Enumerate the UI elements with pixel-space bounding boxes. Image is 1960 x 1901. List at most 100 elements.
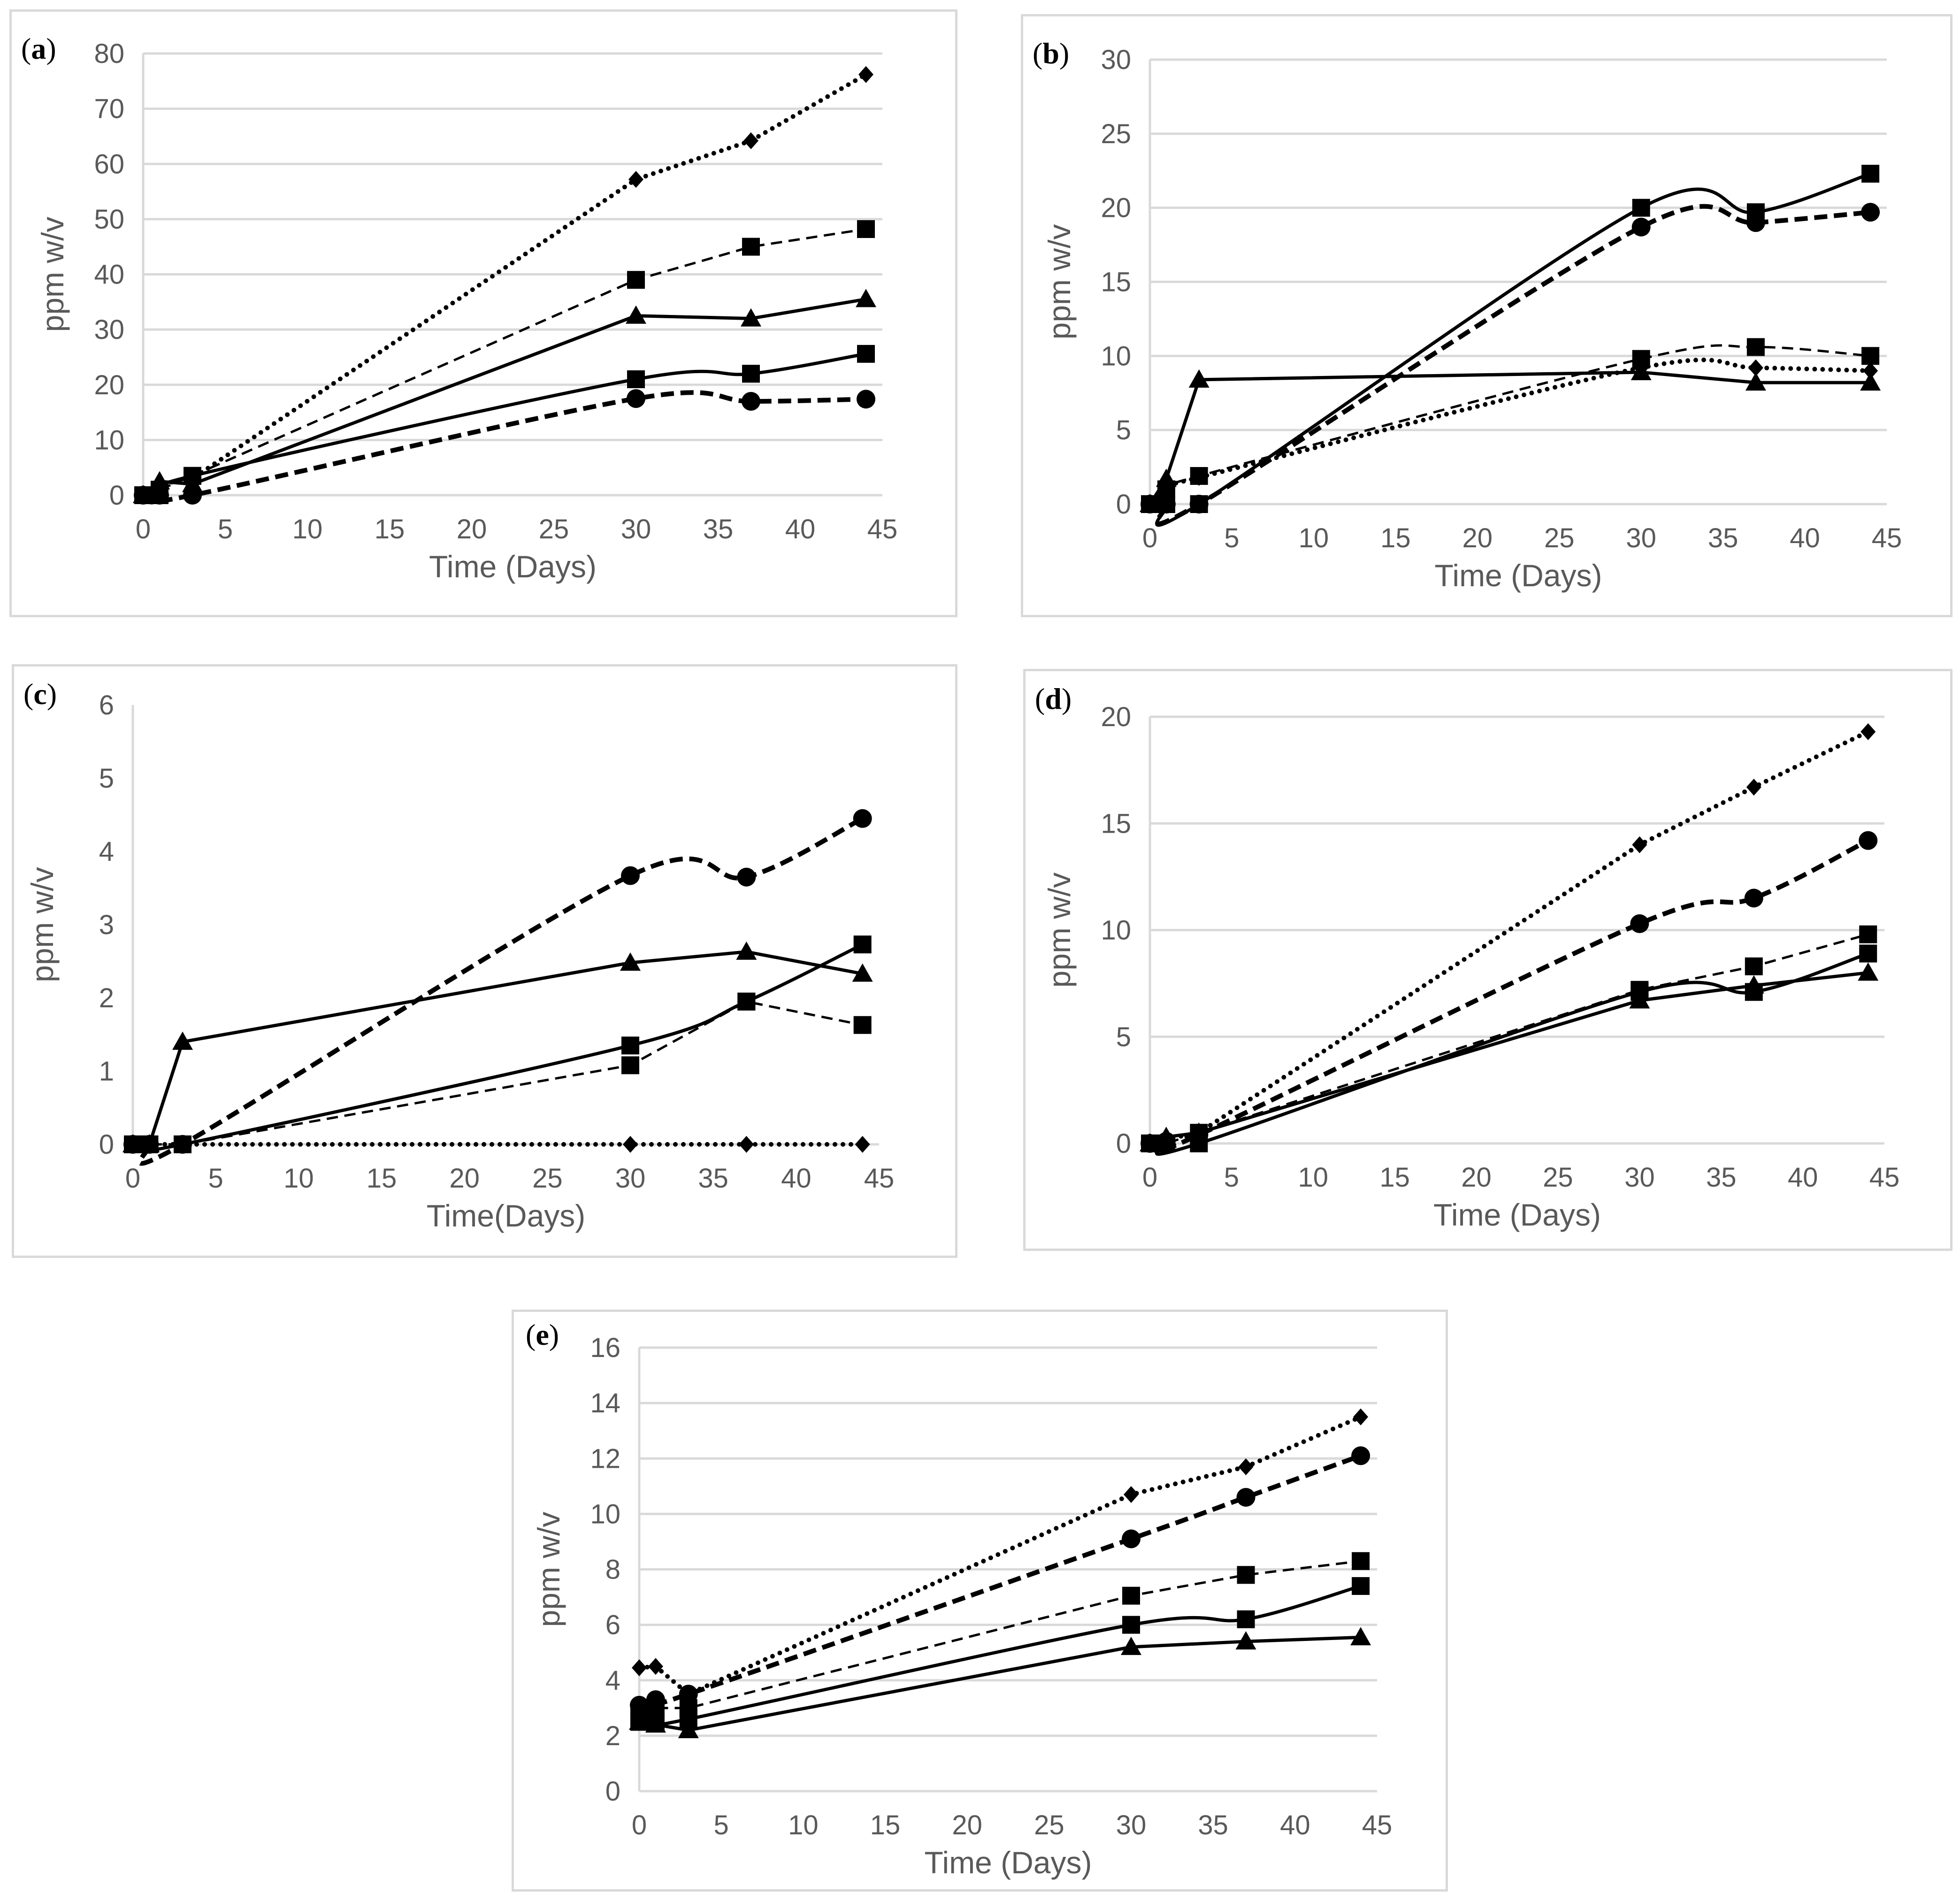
x-tick-label: 20: [952, 1810, 982, 1840]
data-point-triangle: [1188, 1122, 1210, 1141]
series-dotted-diamond: [1142, 723, 1876, 1152]
y-tick-label: 25: [1101, 119, 1131, 149]
data-point-triangle: [1156, 1127, 1177, 1145]
y-tick-label: 6: [99, 690, 114, 721]
data-point-square: [1861, 165, 1880, 183]
data-point-triangle: [172, 1031, 193, 1050]
gridlines: [143, 52, 882, 441]
y-tick-label: 30: [1101, 45, 1131, 75]
data-point-square: [1745, 957, 1763, 975]
y-tick-label: 15: [1101, 267, 1131, 298]
data-point-triangle: [1629, 990, 1650, 1009]
data-point-diamond: [1748, 359, 1763, 376]
series-line-solid-triangle: [133, 950, 863, 1146]
x-tick-label: 30: [621, 514, 651, 544]
x-tick-label: 10: [1299, 523, 1329, 553]
data-point-diamond: [1632, 836, 1647, 853]
series-line-dashed-circle: [1150, 204, 1871, 526]
y-tick-label: 0: [1116, 1128, 1131, 1159]
series-solid-triangle: [122, 941, 873, 1152]
series-dashed-square: [630, 1552, 1370, 1720]
x-tick-label: 45: [1869, 1162, 1900, 1193]
x-tick-label: 20: [1461, 1162, 1492, 1193]
x-tick-label: 5: [1224, 523, 1239, 553]
x-tick-label: 30: [615, 1163, 646, 1194]
data-point-diamond: [743, 132, 758, 149]
series-line-dashed-circle: [132, 816, 864, 1166]
x-tick-label: 40: [1790, 523, 1820, 553]
series-solid-triangle: [133, 289, 876, 503]
y-tick-label: 12: [590, 1443, 620, 1474]
x-axis-title: Time (Days): [1433, 1197, 1601, 1232]
y-tick-label: 70: [94, 94, 124, 124]
y-axis-title: ppm w/v: [531, 1512, 566, 1627]
y-tick-label: 40: [94, 260, 124, 290]
x-tick-label: 40: [1788, 1162, 1818, 1193]
y-tick-label: 0: [99, 1129, 114, 1160]
data-point-square: [1861, 347, 1880, 365]
x-tick-label: 35: [703, 514, 734, 544]
data-point-diamond: [1860, 723, 1876, 740]
y-tick-label: 4: [99, 836, 114, 867]
x-axis-title: Time (Days): [1435, 558, 1602, 593]
x-tick-label: 15: [1379, 1162, 1410, 1193]
data-point-circle: [1744, 889, 1763, 908]
data-point-diamond: [1353, 1408, 1369, 1426]
x-tick-label: 20: [449, 1163, 480, 1194]
x-tick-label: 25: [1544, 523, 1575, 553]
data-point-square: [627, 370, 645, 388]
series-dotted-diamond: [125, 1136, 870, 1153]
data-point-triangle: [1188, 369, 1210, 388]
x-tick-label: 30: [1624, 1162, 1655, 1193]
chart-panel-b: 0 5 10 15 20 25 30 0 5 10 15 20 25 30 35 40 45 Time (Days…: [1021, 14, 1952, 617]
data-point-triangle: [736, 941, 757, 960]
series-line-solid-square: [132, 943, 864, 1153]
chart-e: 0 2 4 6 8 10 12 14 16 0 5 10 15 20 25 30 35 40 45 Time (Day…: [526, 1318, 1392, 1880]
x-tick-label: 45: [1872, 523, 1902, 553]
series-solid-square: [134, 345, 875, 504]
series-solid-square: [630, 1577, 1370, 1731]
data-point-circle: [627, 389, 645, 408]
series-line-dotted-diamond: [1148, 729, 1871, 1146]
y-tick-label: 10: [94, 425, 124, 455]
y-tick-label: 2: [605, 1721, 620, 1751]
x-tick-label: 15: [870, 1810, 901, 1840]
x-tick-label: 15: [367, 1163, 397, 1194]
series-solid-triangle: [1140, 362, 1881, 512]
series-line-dotted-diamond: [141, 72, 868, 498]
data-point-triangle: [1140, 1133, 1160, 1151]
y-tick-label: 16: [590, 1333, 620, 1363]
x-tick-label: 10: [1298, 1162, 1329, 1193]
chart-panel-e: 0 2 4 6 8 10 12 14 16 0 5 10 15 20 25 30 35 40 45 Time (Day…: [512, 1310, 1448, 1892]
series-dashed-circle: [1141, 203, 1880, 526]
y-tick-label: 20: [94, 370, 124, 400]
y-tick-label: 6: [605, 1610, 620, 1640]
series-dotted-diamond: [632, 1408, 1369, 1703]
data-point-diamond: [623, 1136, 638, 1153]
data-point-square: [1122, 1587, 1140, 1605]
data-point-circle: [183, 486, 202, 505]
data-point-square: [184, 467, 201, 485]
data-point-circle: [853, 809, 872, 828]
data-point-square: [857, 220, 875, 238]
x-tick-label: 15: [1380, 523, 1411, 553]
y-tick-label: 10: [1101, 915, 1131, 946]
data-point-diamond: [1633, 359, 1649, 376]
series-dashed-circle: [630, 1446, 1370, 1715]
x-axis-title: Time(Days): [427, 1198, 586, 1233]
y-tick-label: 4: [605, 1665, 620, 1696]
data-point-diamond: [1863, 362, 1878, 379]
data-point-circle: [621, 866, 640, 885]
x-tick-label: 0: [632, 1810, 647, 1840]
data-point-circle: [1746, 213, 1765, 232]
x-tick-label: 35: [1708, 523, 1738, 553]
x-tick-label: 5: [714, 1810, 729, 1840]
x-tick-label: 35: [698, 1163, 728, 1194]
x-tick-label: 0: [1142, 523, 1157, 553]
data-point-triangle: [852, 963, 873, 982]
data-point-diamond: [855, 1136, 870, 1153]
y-tick-label: 30: [94, 314, 124, 345]
series-line-dashed-square: [143, 228, 866, 497]
data-point-diamond: [858, 66, 873, 83]
